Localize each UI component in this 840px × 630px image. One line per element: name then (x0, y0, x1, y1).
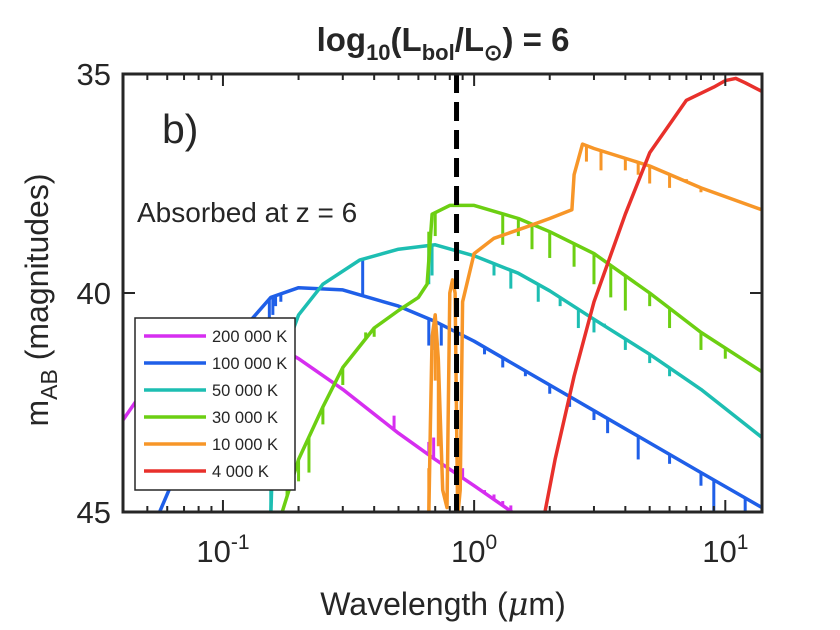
panel-label: b) (162, 106, 198, 152)
title-close: ) = 6 (502, 21, 569, 58)
legend-label: 200 000 K (212, 328, 287, 346)
x-tick-labels: 10-1 100 101 (196, 531, 748, 569)
axis-ticks (122, 73, 762, 513)
legend-label: 50 000 K (212, 382, 278, 400)
title-sub: 10 (366, 40, 390, 65)
title-prefix: log (317, 21, 366, 58)
xlabel-post: m) (528, 586, 565, 622)
ylabel-rest: (magnitudes) (19, 174, 55, 370)
x-axis-label: Wavelength (μm) (320, 585, 565, 623)
legend-label: 100 000 K (212, 355, 287, 373)
x-tick-label: 100 (451, 531, 497, 569)
absorption-annotation: Absorbed at z = 6 (137, 197, 357, 228)
title-open: (L (391, 21, 422, 58)
title-sun: ⊙ (484, 40, 502, 65)
series-line-5 (543, 76, 762, 512)
ylabel-m: m (19, 400, 55, 427)
chart-title: log10(Lbol/L⊙) = 6 (317, 21, 570, 65)
legend-label: 4 000 K (212, 463, 269, 481)
title-slash: /L (455, 21, 484, 58)
y-tick-label: 35 (77, 57, 111, 92)
series-line-2 (269, 243, 762, 512)
y-tick-labels: 35 40 45 (77, 57, 111, 530)
xlabel-pre: Wavelength ( (320, 586, 508, 622)
xlabel-mu: μ (508, 585, 529, 623)
legend: 200 000 K 100 000 K 50 000 K 30 000 K 10 000… (134, 317, 296, 491)
x-tick-label: 101 (702, 531, 748, 569)
series-line-4 (427, 142, 762, 512)
series-line-3 (280, 203, 762, 512)
ylabel-sub: AB (36, 369, 62, 400)
legend-box (134, 317, 296, 491)
title-bol: bol (422, 40, 455, 65)
y-tick-label: 45 (77, 495, 111, 530)
y-axis-label: mAB (magnitudes) (19, 174, 62, 427)
legend-label: 30 000 K (212, 409, 278, 427)
x-tick-label: 10-1 (196, 531, 249, 569)
y-tick-label: 40 (77, 276, 111, 311)
legend-label: 10 000 K (212, 436, 278, 454)
